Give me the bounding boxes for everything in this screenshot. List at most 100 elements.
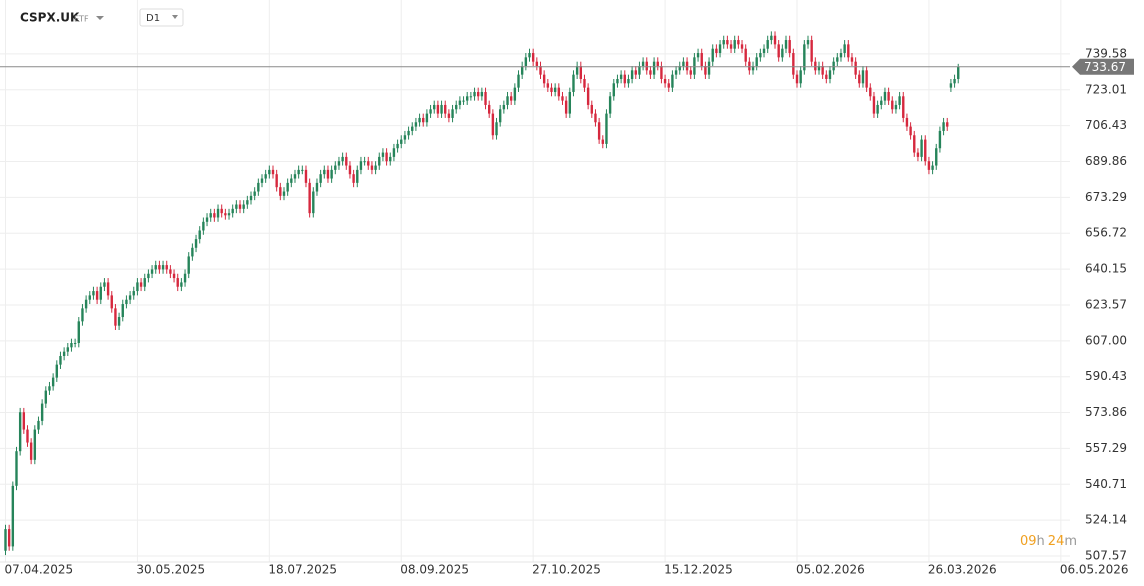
candle-body xyxy=(627,78,630,84)
candle-body xyxy=(359,161,363,170)
candle-body xyxy=(682,61,685,67)
candle-body xyxy=(920,139,923,157)
candle-body xyxy=(649,70,652,75)
candle-body xyxy=(33,429,37,460)
candle-body xyxy=(73,342,77,344)
candle-body xyxy=(312,191,315,214)
candle-body xyxy=(942,122,945,131)
candle-body xyxy=(282,191,286,196)
candle-body xyxy=(773,35,777,45)
candle-body xyxy=(246,200,249,205)
candle-body xyxy=(638,66,641,75)
candle-body xyxy=(462,100,465,102)
candle-body xyxy=(561,96,564,101)
candle-body xyxy=(495,122,498,136)
x-tick-label: 07.04.2025 xyxy=(4,563,73,577)
candle-body xyxy=(539,66,542,75)
candle-body xyxy=(194,239,198,248)
x-tick-label: 05.02.2026 xyxy=(796,563,865,577)
y-tick-label: 723.01 xyxy=(1085,82,1127,96)
candle-body xyxy=(381,152,385,157)
candle-body xyxy=(11,485,15,547)
candle-body xyxy=(59,355,62,365)
candle-body xyxy=(400,139,403,144)
candle-body xyxy=(667,83,670,88)
candle-body xyxy=(26,429,29,443)
y-tick-label: 640.15 xyxy=(1085,262,1127,276)
candle-body xyxy=(37,420,40,430)
candle-body xyxy=(575,66,579,75)
candle-body xyxy=(542,74,546,84)
candle-body xyxy=(154,265,157,270)
candle-body xyxy=(88,295,91,300)
candle-body xyxy=(707,61,711,75)
candle-body xyxy=(40,403,44,421)
candle-body xyxy=(301,169,304,171)
candle-body xyxy=(315,182,319,192)
candle-body xyxy=(546,83,550,88)
candle-body xyxy=(345,156,348,166)
candle-body xyxy=(308,182,311,214)
candle-body xyxy=(147,273,150,279)
candle-body xyxy=(509,96,513,101)
interval-box[interactable] xyxy=(139,8,184,27)
candle-body xyxy=(788,40,791,54)
candle-body xyxy=(191,247,194,257)
candle-body xyxy=(685,61,689,71)
candle-body xyxy=(22,412,26,430)
interval-dropdown[interactable] xyxy=(172,15,178,19)
candle-body xyxy=(733,40,736,49)
candle-body xyxy=(103,282,106,287)
candle-body xyxy=(172,273,176,279)
candle-body xyxy=(656,61,659,67)
candle-body xyxy=(898,96,901,105)
candle-body xyxy=(916,152,920,157)
candle-body xyxy=(550,87,553,92)
candle-body xyxy=(839,53,843,58)
candle-body xyxy=(902,96,905,118)
candle-body xyxy=(623,74,626,84)
candle-body xyxy=(883,91,887,101)
candle-body xyxy=(491,113,495,136)
candle-body xyxy=(392,148,396,157)
candle-body xyxy=(810,40,813,62)
candle-body xyxy=(652,61,656,75)
candle-body xyxy=(858,74,861,84)
candle-body xyxy=(150,269,154,274)
candle-body xyxy=(92,291,95,296)
candle-body xyxy=(213,213,216,218)
candle-body xyxy=(66,347,69,352)
candle-body xyxy=(806,40,810,45)
symbol-dropdown[interactable] xyxy=(96,16,104,20)
x-tick-label: 26.03.2026 xyxy=(928,563,997,577)
candle-body xyxy=(444,104,447,114)
candle-body xyxy=(136,282,139,292)
candle-body xyxy=(513,87,517,101)
candle-body xyxy=(876,104,879,114)
y-tick-label: 739.58 xyxy=(1085,46,1127,60)
candle-body xyxy=(564,100,568,114)
candle-body xyxy=(953,78,956,84)
candle-body xyxy=(99,286,102,300)
candle-body xyxy=(18,412,22,452)
candle-body xyxy=(535,61,539,67)
y-tick-label: 590.43 xyxy=(1085,369,1127,383)
x-tick-label: 06.05.2026 xyxy=(1060,563,1129,577)
candle-body xyxy=(693,57,696,75)
candle-body xyxy=(77,321,80,343)
candle-body xyxy=(220,208,223,214)
candle-body xyxy=(132,291,135,296)
candle-body xyxy=(455,104,458,110)
candle-body xyxy=(850,57,854,62)
candle-body xyxy=(792,53,795,75)
interval: D1 xyxy=(146,13,160,24)
candle-body xyxy=(957,66,960,79)
candle-body xyxy=(458,100,462,105)
y-tick-label: 540.71 xyxy=(1085,477,1127,491)
candle-body xyxy=(935,148,938,166)
candle-body xyxy=(367,161,370,166)
candle-body xyxy=(176,278,179,287)
grid xyxy=(0,0,1070,563)
candle-body xyxy=(451,109,454,118)
candle-body xyxy=(590,104,593,114)
